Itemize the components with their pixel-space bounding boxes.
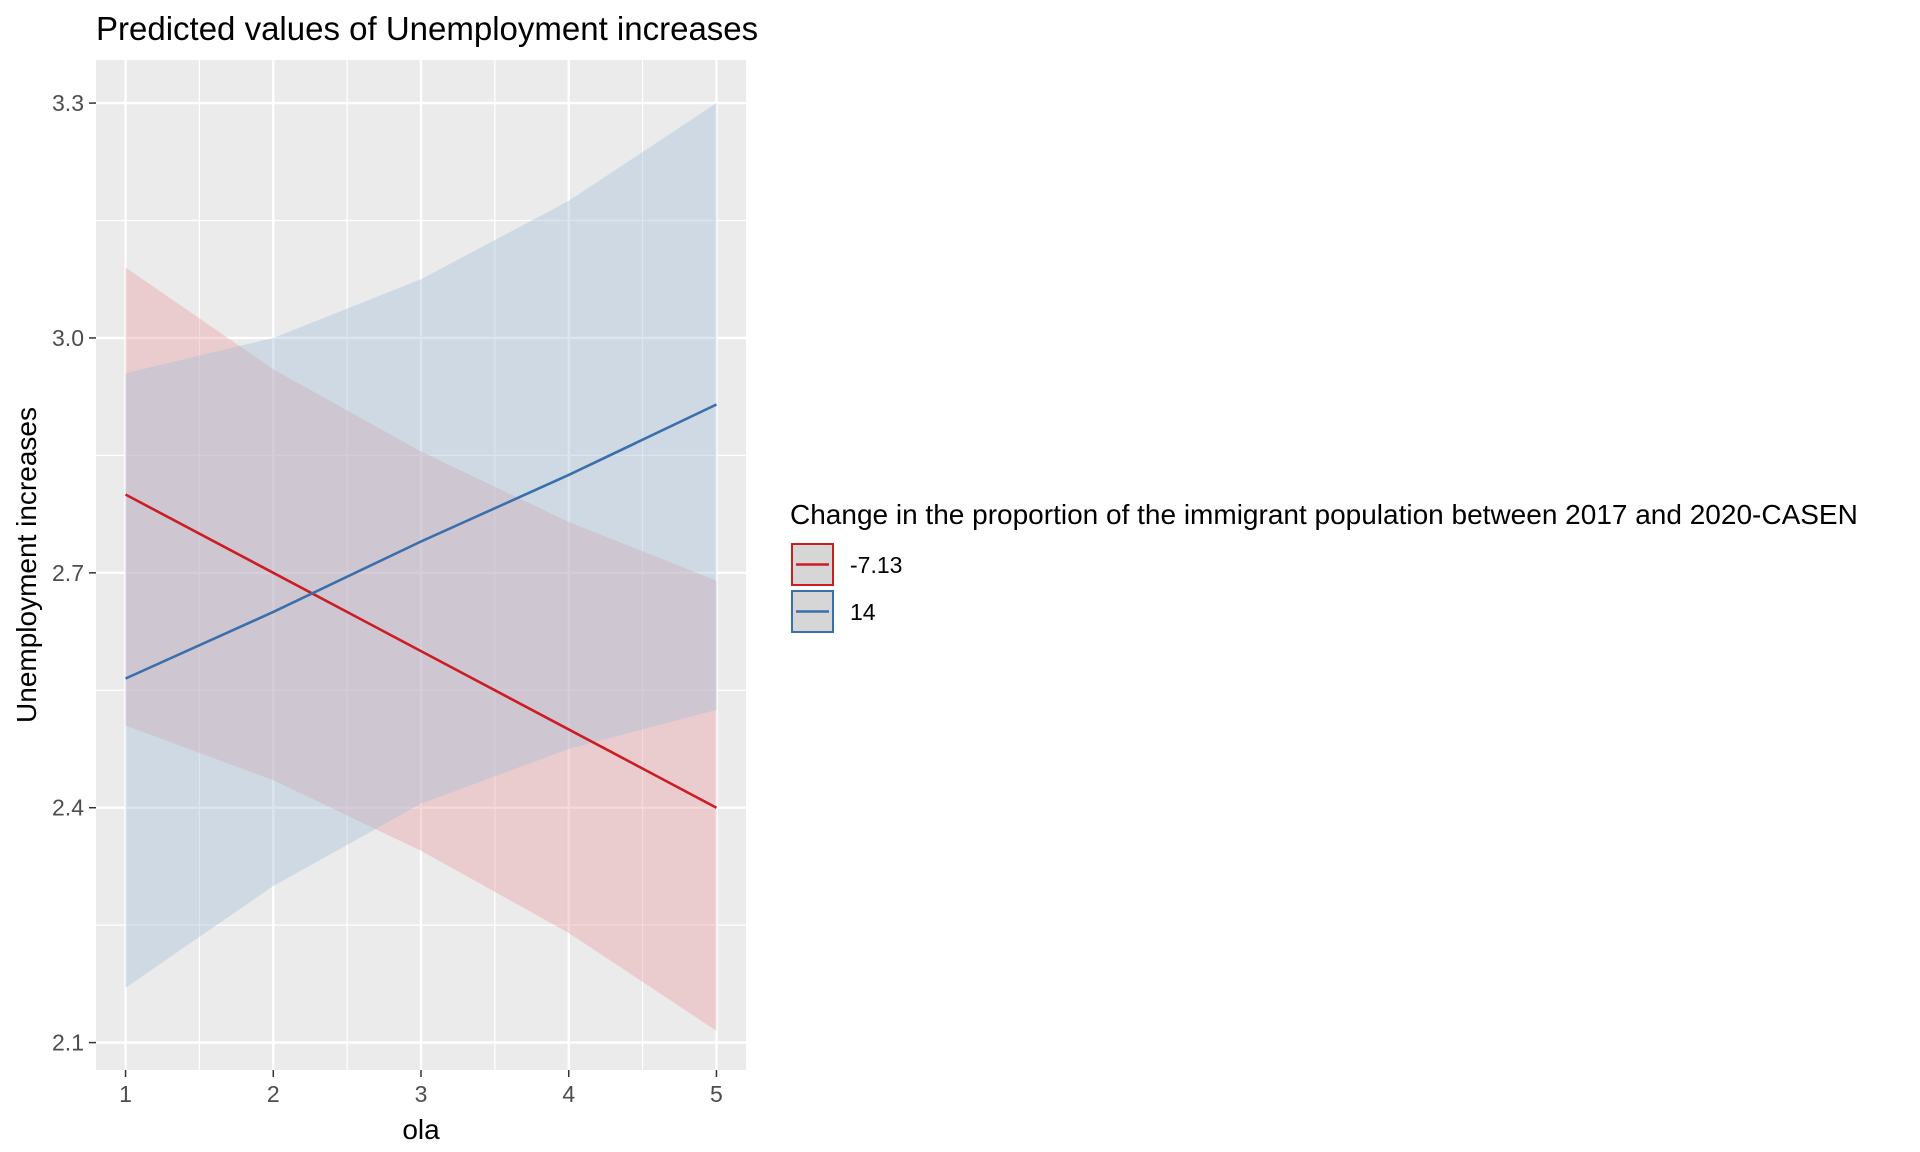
legend-title: Change in the proportion of the immigran… bbox=[790, 499, 1858, 530]
x-tick-label: 1 bbox=[119, 1081, 132, 1107]
legend-items: -7.13 14 bbox=[791, 543, 902, 633]
axis-ticks: 2.1 2.4 2.7 3.0 3.3 1 2 3 4 5 bbox=[52, 90, 723, 1107]
confidence-ribbons bbox=[125, 103, 717, 1031]
y-tick-label: 2.4 bbox=[52, 795, 84, 821]
legend: Change in the proportion of the immigran… bbox=[790, 499, 1858, 633]
legend-label: -7.13 bbox=[850, 552, 902, 578]
confidence-ribbon bbox=[125, 103, 717, 988]
x-tick-label: 5 bbox=[710, 1081, 723, 1107]
x-tick-label: 2 bbox=[267, 1081, 280, 1107]
series-line bbox=[125, 403, 718, 680]
confidence-ribbon bbox=[125, 267, 717, 1031]
y-axis-title: Unemployment increases bbox=[11, 407, 42, 723]
y-tick-label: 2.1 bbox=[52, 1030, 84, 1056]
series-line bbox=[124, 493, 718, 809]
x-tick-label: 4 bbox=[562, 1081, 575, 1107]
y-tick-label: 3.3 bbox=[52, 90, 84, 116]
y-tick-label: 2.7 bbox=[52, 560, 84, 586]
x-axis-title: ola bbox=[402, 1114, 440, 1145]
series-lines bbox=[124, 403, 718, 809]
chart-title: Predicted values of Unemployment increas… bbox=[96, 10, 758, 47]
grid-lines bbox=[96, 60, 746, 1070]
y-tick-label: 3.0 bbox=[52, 325, 84, 351]
legend-label: 14 bbox=[850, 599, 876, 625]
x-tick-label: 3 bbox=[415, 1081, 428, 1107]
